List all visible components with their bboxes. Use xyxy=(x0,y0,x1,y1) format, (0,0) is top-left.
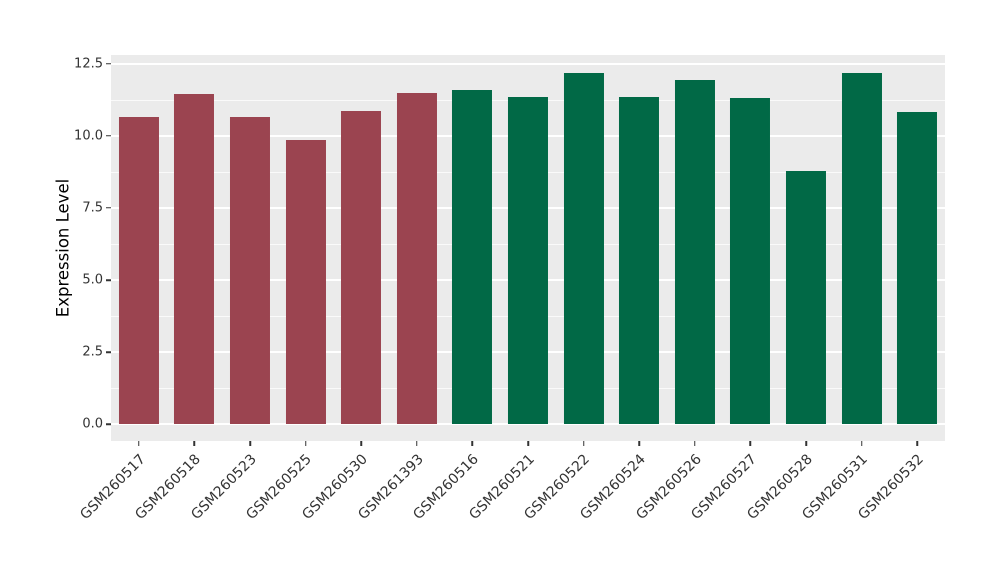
y-tick-label: 7.5 xyxy=(82,200,103,216)
major-gridline xyxy=(111,423,945,426)
x-tick-mark xyxy=(749,441,752,446)
bar-GSM260530 xyxy=(341,111,382,425)
x-tick-mark xyxy=(582,441,585,446)
x-tick-mark xyxy=(527,441,529,446)
x-tick-mark xyxy=(694,441,696,446)
plot-panel xyxy=(111,55,945,441)
x-tick-mark xyxy=(916,441,918,446)
x-tick-mark xyxy=(249,441,251,446)
x-tick-mark xyxy=(638,441,640,446)
bar-GSM260521 xyxy=(507,97,549,425)
y-axis-title-text: Expression Level xyxy=(53,178,73,318)
bar-GSM260516 xyxy=(452,89,493,425)
bar-GSM260531 xyxy=(841,73,882,425)
major-gridline xyxy=(111,62,945,65)
bar-GSM260517 xyxy=(118,117,159,425)
bar-GSM260527 xyxy=(730,98,771,425)
bar-GSM260532 xyxy=(897,112,938,425)
x-tick-mark xyxy=(805,441,807,446)
x-tick-mark xyxy=(304,441,307,446)
x-tick-mark xyxy=(860,441,863,446)
y-tick-mark xyxy=(106,279,111,281)
x-tick-mark xyxy=(138,441,140,446)
x-tick-mark xyxy=(193,441,196,446)
bar-GSM260524 xyxy=(619,97,660,425)
bar-GSM260528 xyxy=(785,170,827,425)
x-tick-mark xyxy=(471,441,474,446)
y-tick-mark xyxy=(106,207,111,209)
bar-GSM260525 xyxy=(285,139,326,425)
y-tick-mark xyxy=(106,351,111,353)
bar-GSM261393 xyxy=(396,92,437,425)
y-tick-mark xyxy=(106,62,111,65)
x-tick-mark xyxy=(360,441,362,446)
y-tick-mark xyxy=(106,135,111,137)
bar-GSM260523 xyxy=(229,116,270,425)
bar-GSM260522 xyxy=(563,72,604,425)
y-tick-label: 5.0 xyxy=(82,272,103,288)
y-tick-label: 10.0 xyxy=(74,128,103,144)
y-tick-label: 12.5 xyxy=(74,56,103,72)
y-tick-mark xyxy=(106,423,111,426)
y-tick-label: 2.5 xyxy=(82,344,103,360)
x-tick-mark xyxy=(416,441,418,446)
y-tick-label: 0.0 xyxy=(82,416,103,432)
bar-GSM260526 xyxy=(674,80,715,425)
bar-GSM260518 xyxy=(174,93,215,425)
